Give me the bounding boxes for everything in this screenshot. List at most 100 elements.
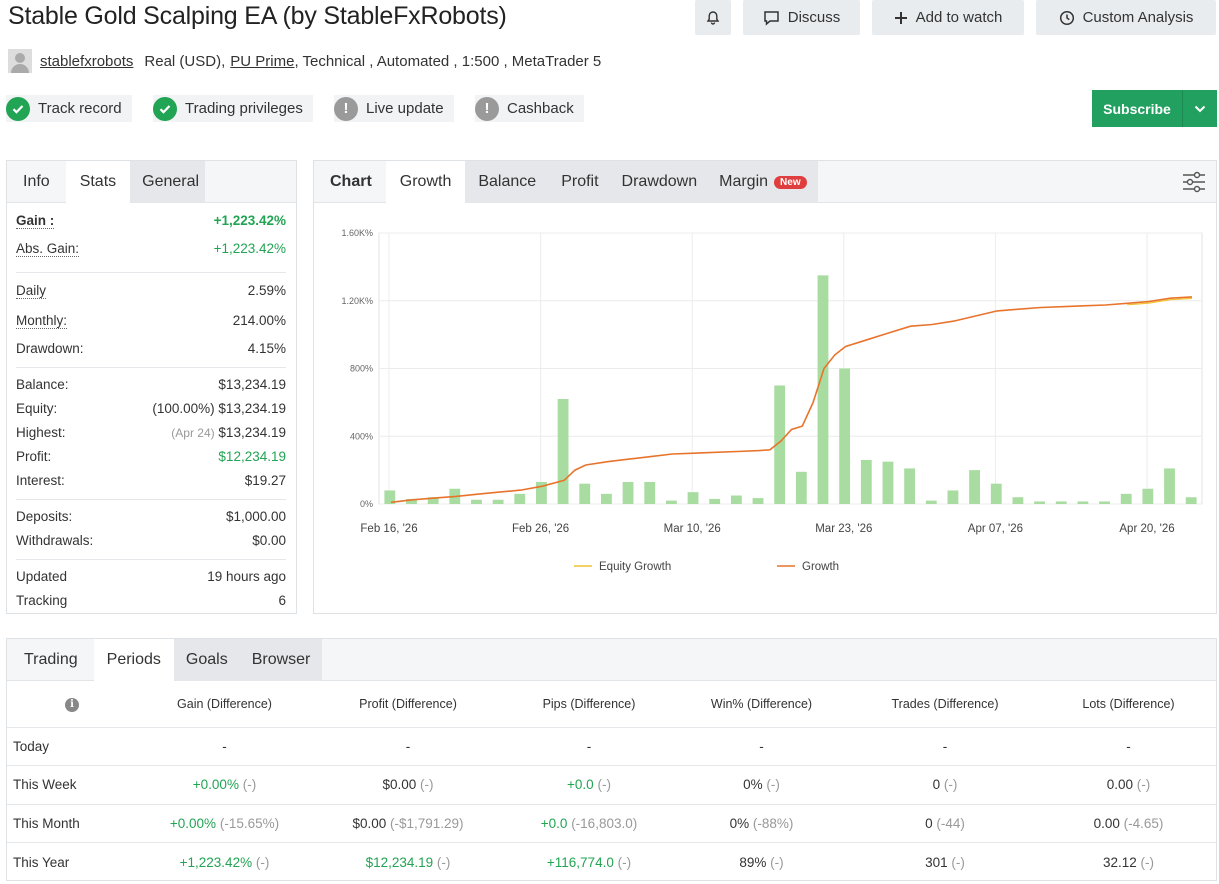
badge-track-record[interactable]: Track record [6, 95, 132, 122]
tab-growth[interactable]: Growth [385, 161, 466, 203]
daily-bar [1055, 501, 1067, 504]
badge-cashback[interactable]: ! Cashback [475, 95, 584, 122]
daily-bar [557, 398, 569, 504]
daily-bar [752, 498, 764, 504]
cell-diff: (-) [597, 777, 611, 793]
tab-trading[interactable]: Trading [24, 651, 78, 668]
periods-tabs: Trading Periods Goals Browser [7, 639, 1216, 681]
tab-profit[interactable]: Profit [549, 161, 611, 203]
cell-pips: +116,774.0 (-) [504, 842, 674, 881]
daily-bar [622, 481, 634, 504]
cell-value: +0.00% [169, 815, 217, 831]
tab-periods[interactable]: Periods [93, 639, 174, 681]
badge-live-update[interactable]: ! Live update [334, 95, 454, 122]
notify-button[interactable] [695, 0, 731, 35]
growth-chart: 0% 400% 800% 1.20K% 1.60K% Feb 16, '26 Feb 26,… [341, 228, 1203, 573]
tab-margin[interactable]: Margin New [708, 161, 818, 203]
badge-label: Cashback [507, 100, 574, 117]
cell-value: 0% [729, 815, 750, 831]
cell-value: - [405, 738, 411, 754]
cell-gain: - [137, 726, 312, 766]
tab-info[interactable]: Info [23, 173, 50, 190]
stat-abs-gain: Abs. Gain: +1,223.42% [16, 241, 286, 257]
stat-label: Withdrawals: [16, 533, 94, 548]
tab-browser[interactable]: Browser [239, 639, 323, 681]
y-tick-label: 1.20K% [341, 296, 373, 306]
stat-label: Monthly: [16, 313, 68, 329]
stat-value: $13,234.19 [218, 377, 286, 392]
cell-value: - [1126, 738, 1131, 754]
exclamation-icon: ! [334, 96, 358, 121]
column-header: Pips (Difference) [542, 696, 636, 711]
chart-heading: Chart [330, 173, 372, 190]
author-link[interactable]: stablefxrobots [40, 52, 134, 70]
chart-settings-button[interactable] [1172, 161, 1216, 202]
divider [16, 367, 286, 368]
table-header: i Gain (Difference) Profit (Difference) … [7, 681, 1216, 727]
stat-deposits: Deposits: $1,000.00 [16, 509, 286, 524]
daily-bar [514, 493, 526, 504]
daily-bar [774, 385, 786, 504]
daily-bar [709, 498, 721, 504]
add-to-watch-label: Add to watch [915, 9, 1003, 26]
cell-lots: - [1041, 726, 1216, 766]
daily-bar [471, 499, 482, 504]
daily-bar [1142, 488, 1154, 504]
stat-value: $0.00 [252, 533, 286, 548]
tab-margin-label: Margin [719, 173, 769, 190]
cell-diff: (-) [951, 854, 965, 870]
row-label: This Week [7, 765, 137, 804]
cell-trades: - [849, 726, 1041, 766]
periods-table: i Gain (Difference) Profit (Difference) … [7, 681, 1216, 881]
cell-lots: 32.12 (-) [1041, 842, 1216, 881]
cell-diff: (-) [617, 854, 632, 870]
cell-value: - [759, 738, 764, 754]
cell-trades: 0 (-44) [849, 803, 1041, 843]
badge-trading-privileges[interactable]: Trading privileges [153, 95, 313, 122]
cell-diff: (-15.65%) [219, 815, 280, 831]
stat-value: $13,234.19 [218, 425, 286, 440]
discuss-button[interactable]: Discuss [743, 0, 860, 35]
cell-lots: 0.00 (-) [1041, 765, 1216, 804]
cell-profit: - [312, 726, 504, 766]
stat-value: +1,223.42% [213, 213, 286, 228]
cell-value: 32.12 [1102, 854, 1137, 870]
cell-win: 0% (-) [674, 765, 849, 804]
tab-stats[interactable]: Stats [65, 161, 131, 203]
cell-value: +1,223.42% [179, 854, 253, 870]
tab-goals[interactable]: Goals [173, 639, 240, 681]
stats-tabs: Info Stats General [7, 161, 296, 203]
tab-general[interactable]: General [130, 161, 206, 203]
row-label: This Month [7, 803, 137, 843]
cell-profit: $0.00 (-$1,791.29) [312, 803, 504, 843]
cell-diff: (-) [770, 854, 784, 870]
chevron-down-icon[interactable] [1183, 105, 1217, 113]
chart-tabs: Chart Growth Balance Profit Drawdown Mar… [314, 161, 1216, 203]
cell-value: +0.0 [567, 777, 594, 793]
cell-diff: (-) [943, 777, 958, 793]
stat-value: +1,223.42% [213, 241, 286, 256]
info-icon[interactable]: i [65, 697, 79, 712]
subscribe-button[interactable]: Subscribe [1092, 90, 1217, 127]
broker-link[interactable]: PU Prime [230, 52, 295, 70]
cell-diff: (-$1,791.29) [390, 815, 464, 831]
cell-value: - [942, 738, 948, 754]
stat-withdrawals: Withdrawals: $0.00 [16, 533, 286, 548]
add-to-watch-button[interactable]: Add to watch [872, 0, 1024, 35]
subscribe-label: Subscribe [1103, 100, 1171, 117]
discuss-label: Discuss [787, 9, 841, 26]
column-header: Gain (Difference) [177, 696, 272, 711]
tab-balance[interactable]: Balance [465, 161, 550, 203]
stat-label: Deposits: [16, 509, 73, 524]
stat-value: $12,234.19 [218, 449, 286, 464]
cell-diff: (-) [436, 854, 451, 870]
table-row: This Month +0.00% (-15.65%) $0.00 (-$1,7… [7, 803, 1216, 843]
cell-lots: 0.00 (-4.65) [1041, 803, 1216, 843]
custom-analysis-button[interactable]: Custom Analysis [1036, 0, 1216, 35]
stat-label: Interest: [16, 473, 65, 488]
comment-icon [763, 10, 779, 26]
divider [16, 499, 286, 500]
stat-label: Updated [16, 569, 68, 584]
x-tick-label: Apr 07, '26 [968, 523, 1023, 535]
tab-drawdown[interactable]: Drawdown [610, 161, 709, 203]
